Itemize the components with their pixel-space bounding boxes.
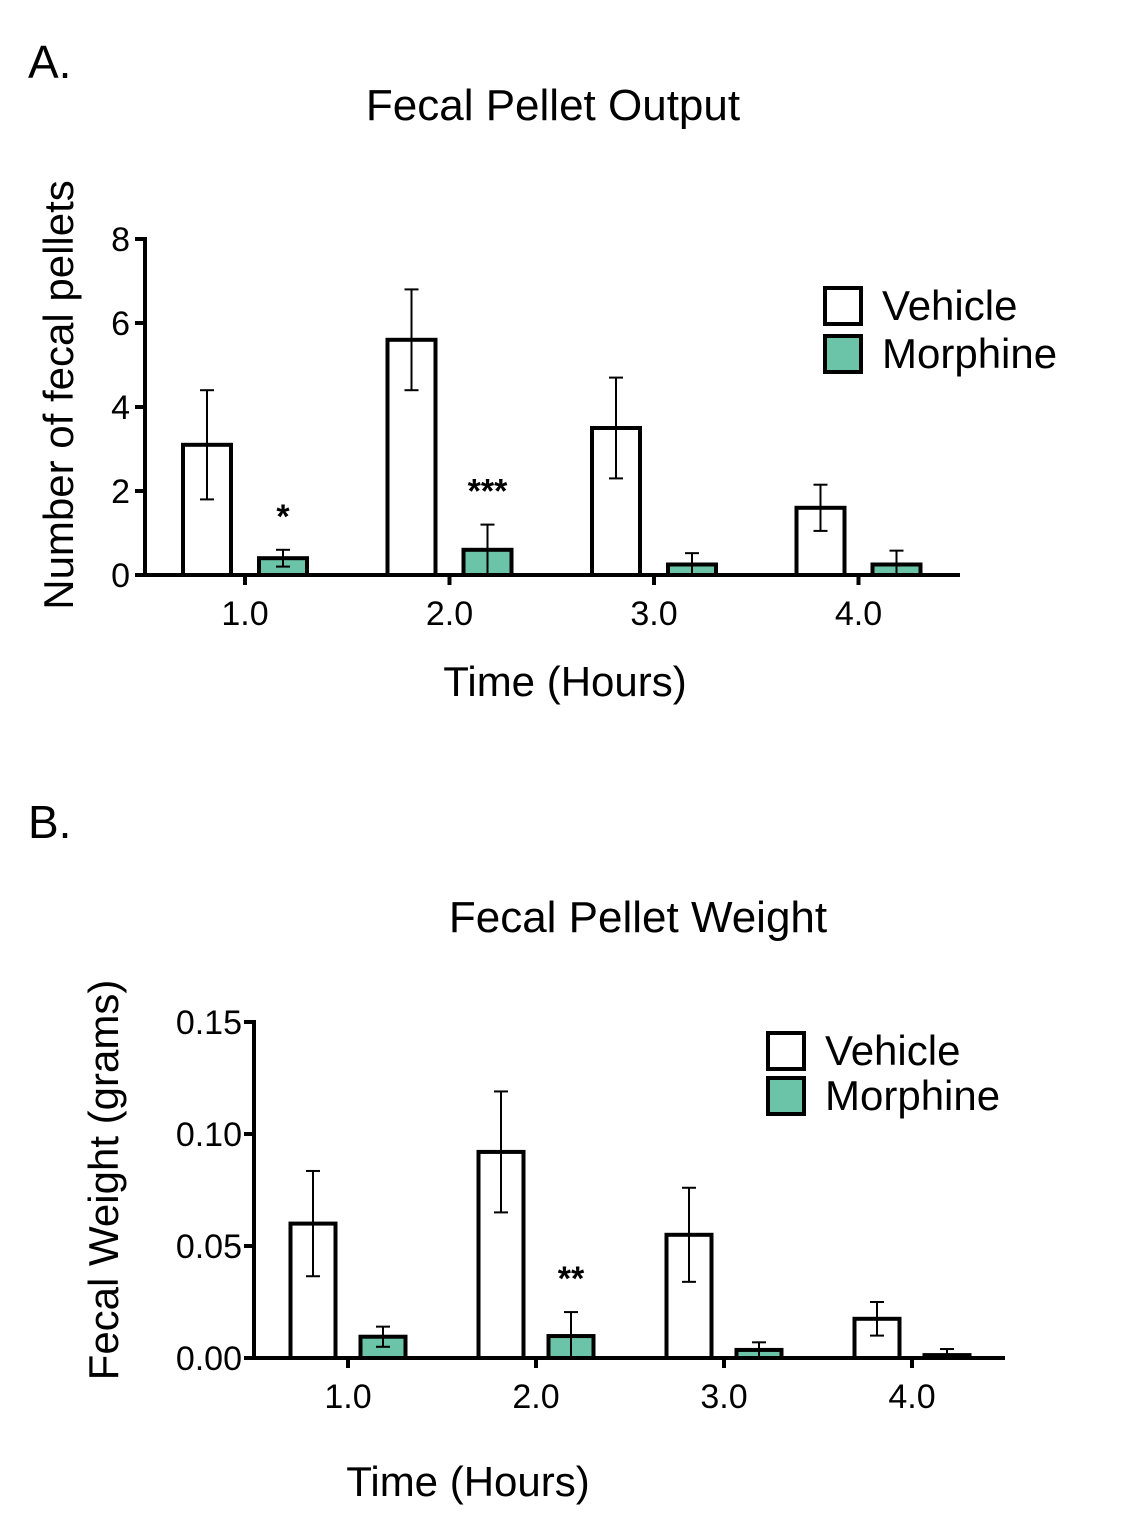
panel-label: A. bbox=[28, 36, 71, 88]
panel-label: B. bbox=[28, 796, 71, 848]
x-tick-label: 4.0 bbox=[835, 595, 882, 633]
x-tick-label: 1.0 bbox=[324, 1378, 371, 1416]
legend-label: Vehicle bbox=[882, 282, 1017, 329]
legend-swatch-vehicle bbox=[823, 286, 863, 326]
y-tick-label: 0 bbox=[111, 557, 130, 595]
x-tick-label: 2.0 bbox=[512, 1378, 559, 1416]
y-tick-label: 0.10 bbox=[176, 1116, 242, 1154]
chart-title: Fecal Pellet Weight bbox=[449, 893, 827, 942]
x-tick-label: 3.0 bbox=[700, 1378, 747, 1416]
bar-vehicle bbox=[794, 505, 847, 577]
y-axis-label: Fecal Weight (grams) bbox=[80, 980, 127, 1381]
y-tick-label: 2 bbox=[111, 473, 130, 511]
y-tick-label: 4 bbox=[111, 389, 130, 427]
chart-title: Fecal Pellet Output bbox=[366, 81, 740, 130]
x-axis-label: Time (Hours) bbox=[443, 658, 686, 705]
significance-marker: * bbox=[276, 498, 290, 536]
x-tick-label: 3.0 bbox=[630, 595, 677, 633]
chart-b: B. Fecal Pellet Weight Time (Hours) Fecal W… bbox=[28, 796, 1005, 1505]
legend-swatch-morphine bbox=[766, 1076, 806, 1116]
legend-swatch-morphine bbox=[823, 334, 863, 374]
y-tick-label: 6 bbox=[111, 305, 130, 343]
legend-label: Morphine bbox=[825, 1072, 1000, 1119]
y-axis-label: Number of fecal pellets bbox=[35, 180, 82, 610]
y-tick-label: 0.15 bbox=[176, 1004, 242, 1042]
x-tick-label: 4.0 bbox=[888, 1378, 935, 1416]
x-tick-label: 2.0 bbox=[426, 595, 473, 633]
significance-marker: ** bbox=[558, 1260, 585, 1298]
x-tick-label: 1.0 bbox=[221, 595, 268, 633]
y-tick-label: 0.00 bbox=[176, 1340, 242, 1378]
y-tick-label: 8 bbox=[111, 221, 130, 259]
chart-a: A. Fecal Pellet Output Time (Hours) Number … bbox=[28, 36, 1057, 705]
legend-label: Morphine bbox=[882, 330, 1057, 377]
legend-label: Vehicle bbox=[825, 1027, 960, 1074]
legend-swatch-vehicle bbox=[766, 1031, 806, 1071]
significance-marker: *** bbox=[468, 473, 508, 511]
x-axis-label: Time (Hours) bbox=[346, 1458, 589, 1505]
y-tick-label: 0.05 bbox=[176, 1228, 242, 1266]
